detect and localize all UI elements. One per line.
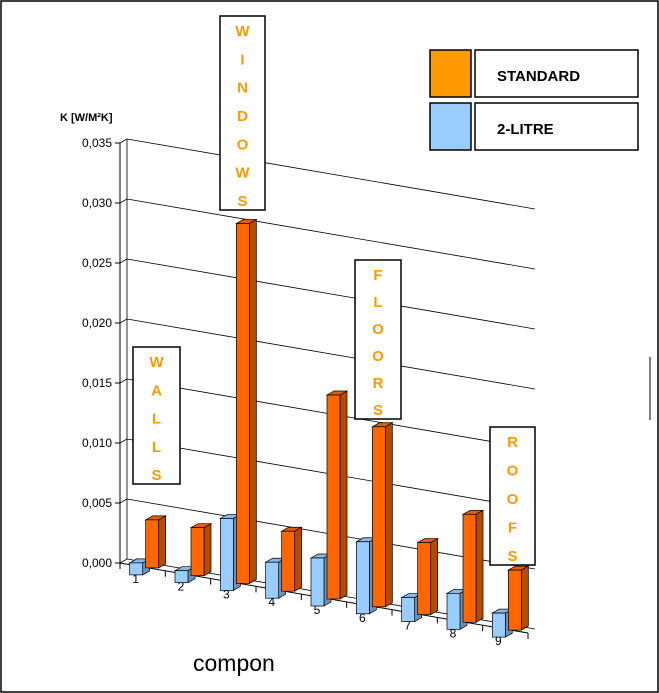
legend-swatch-standard	[429, 49, 472, 98]
y-tick-label: 0,020	[82, 316, 112, 330]
y-axis-label: K [W/M²K]	[60, 112, 113, 124]
bar-2-litre-9	[491, 612, 506, 638]
annotations: W A L L S W I N D O W S F L O O R S R O O F S	[132, 15, 536, 566]
legend: STANDARD 2-LITRE	[429, 49, 639, 151]
y-tick-labels: 0,000 0,005 0,010 0,015 0,020 0,025 0,030 0,035	[82, 136, 112, 570]
x-tick-labels: 1 2 3 4 5 6 7 8 9	[132, 572, 502, 648]
gridline	[126, 198, 536, 270]
bar-side-standard-8	[475, 509, 484, 623]
bar-standard-5	[326, 394, 341, 600]
annotation-box-walls	[132, 346, 181, 485]
gridline-wall	[119, 138, 128, 144]
legend-label-box-2-litre	[474, 102, 639, 151]
bar-side-standard-6	[384, 422, 393, 608]
y-tick-label: 0,035	[82, 136, 112, 150]
bar-2-litre-7	[401, 597, 416, 622]
x-tick-label: 4	[268, 595, 275, 609]
x-tick-label: 8	[450, 626, 457, 640]
y-tick-label: 0,030	[82, 196, 112, 210]
y-tick-label: 0,025	[82, 256, 112, 270]
bar-side-standard-4	[294, 526, 303, 592]
bar-2-litre-8	[446, 592, 461, 630]
x-tick-label: 2	[178, 580, 185, 594]
bar-standard-6	[371, 426, 386, 608]
bar-standard-8	[462, 513, 477, 623]
bar-2-litre-5	[310, 557, 325, 607]
legend-swatch-2-litre	[429, 102, 472, 151]
bar-side-standard-7	[430, 537, 439, 616]
gridline-wall	[119, 498, 128, 504]
annotation-box-roofs	[489, 426, 536, 566]
bar-side-standard-9	[520, 565, 529, 631]
x-tick-label: 1	[132, 572, 139, 586]
bar-side-standard-2	[203, 523, 212, 577]
bars	[128, 218, 530, 638]
gridline-wall	[119, 438, 128, 444]
bar-2-litre-1	[129, 562, 144, 576]
bar-2-litre-4	[265, 561, 280, 599]
x-tick-label: 6	[359, 611, 366, 625]
bar-side-standard-1	[158, 515, 167, 569]
bar-2-litre-2	[174, 570, 189, 584]
x-tick-label: 3	[223, 587, 230, 601]
bar-standard-1	[145, 519, 160, 569]
gridline-wall	[119, 558, 128, 564]
bar-standard-2	[190, 527, 205, 577]
bar-side-standard-3	[248, 218, 257, 585]
gridline	[126, 138, 536, 210]
gridline-wall	[119, 318, 128, 324]
bar-standard-7	[417, 542, 432, 615]
x-tick-label: 7	[404, 619, 411, 633]
bar-standard-3	[235, 223, 250, 584]
x-tick-label: 9	[495, 634, 502, 648]
annotation-box-windows	[219, 15, 266, 211]
bar-2-litre-6	[355, 541, 370, 615]
annotation-box-floors	[354, 259, 402, 420]
legend-label-standard: STANDARD	[497, 68, 580, 85]
y-tick-label: 0,000	[82, 556, 112, 570]
gridline-wall	[119, 258, 128, 264]
bar-2-litre-3	[219, 518, 234, 591]
gridline	[126, 258, 536, 330]
x-tick-label: 5	[314, 603, 321, 617]
bar-standard-4	[281, 530, 296, 592]
bar-side-standard-5	[339, 390, 348, 600]
gridline	[126, 318, 536, 390]
gridline-wall	[119, 378, 128, 384]
y-tick-label: 0,015	[82, 376, 112, 390]
y-tick-label: 0,005	[82, 496, 112, 510]
legend-label-box-standard	[474, 49, 639, 98]
bar-standard-9	[507, 569, 522, 631]
gridline-wall	[119, 198, 128, 204]
legend-label-2-litre: 2-LITRE	[497, 121, 554, 138]
y-tick-label: 0,010	[82, 436, 112, 450]
x-axis-label: compon	[193, 650, 275, 676]
